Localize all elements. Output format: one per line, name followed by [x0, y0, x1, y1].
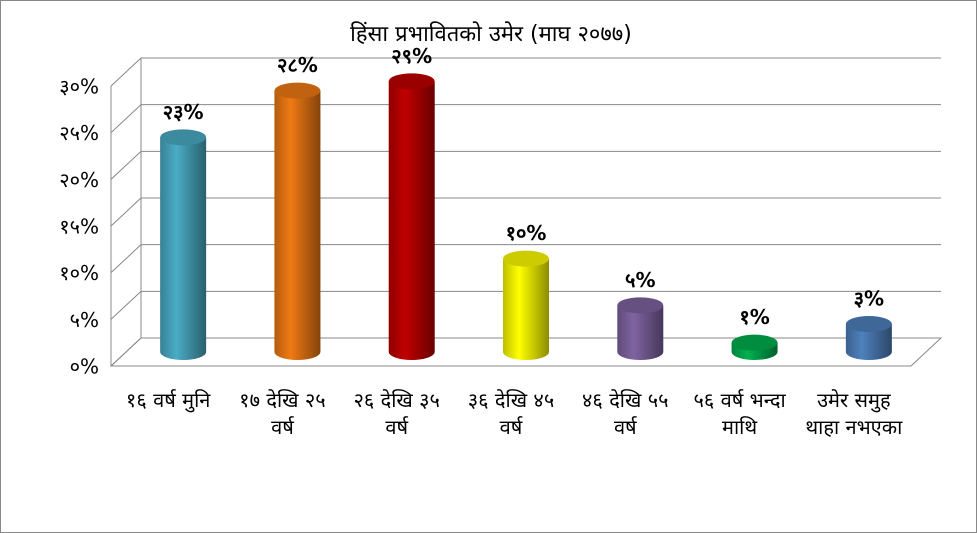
- value-label: २३%: [163, 100, 204, 124]
- bar-top: [503, 250, 549, 267]
- x-tick-label: ५६ वर्ष भन्दा माथि: [693, 388, 786, 439]
- grid-line: [110, 104, 941, 134]
- x-tick-label: १६ वर्ष मुनि: [125, 388, 211, 412]
- value-label: ३%: [854, 287, 884, 311]
- y-tick-label: ०%: [70, 355, 99, 379]
- y-tick-label: ५%: [70, 308, 99, 332]
- grid-line: [110, 337, 941, 367]
- y-tick-label: १५%: [59, 215, 99, 239]
- x-tick-label: उमेर समुह थाहा नभएका: [805, 388, 903, 439]
- bar: [160, 129, 207, 360]
- y-tick-label: १०%: [59, 261, 99, 285]
- bar-body: [845, 324, 892, 360]
- value-label: २८%: [277, 53, 318, 77]
- bar-top: [845, 316, 892, 332]
- bar-top: [617, 297, 664, 314]
- bar: [845, 316, 892, 360]
- bar: [388, 73, 435, 360]
- bar-body: [388, 81, 435, 360]
- bar: [503, 250, 549, 360]
- bar-body: [160, 137, 207, 360]
- x-tick-label: ३६ देखि ४५ वर्ष: [467, 388, 555, 439]
- value-label: २९%: [391, 44, 432, 68]
- bar-top: [388, 73, 435, 90]
- bar: [274, 82, 321, 361]
- x-tick-label: १७ देखि २५ वर्ष: [239, 388, 326, 439]
- value-label: १%: [739, 305, 769, 329]
- x-tick-label: २६ देखि ३५ वर्ष: [353, 388, 440, 439]
- x-tick-label: ४६ देखि ५५ वर्ष: [582, 388, 669, 439]
- grid-line: [110, 290, 941, 320]
- bar-body: [617, 305, 664, 360]
- bar: [617, 297, 664, 360]
- bar-top: [731, 334, 778, 351]
- y-tick-label: २५%: [59, 121, 99, 145]
- y-tick-label: ३०%: [59, 75, 99, 99]
- grid-line: [110, 150, 941, 180]
- y-tick-label: २०%: [59, 168, 99, 192]
- grid-line: [110, 197, 941, 227]
- grid-line: [110, 244, 941, 274]
- bar-body: [274, 90, 321, 361]
- bar-top: [274, 82, 321, 99]
- bar-body: [503, 258, 549, 360]
- chart-title: हिंसा प्रभावितको उमेर (माघ २०७७): [350, 21, 632, 47]
- grid-line: [110, 57, 941, 87]
- bar-top: [160, 129, 207, 146]
- value-label: १०%: [506, 221, 547, 245]
- value-label: ५%: [625, 268, 655, 292]
- bar: [731, 334, 778, 360]
